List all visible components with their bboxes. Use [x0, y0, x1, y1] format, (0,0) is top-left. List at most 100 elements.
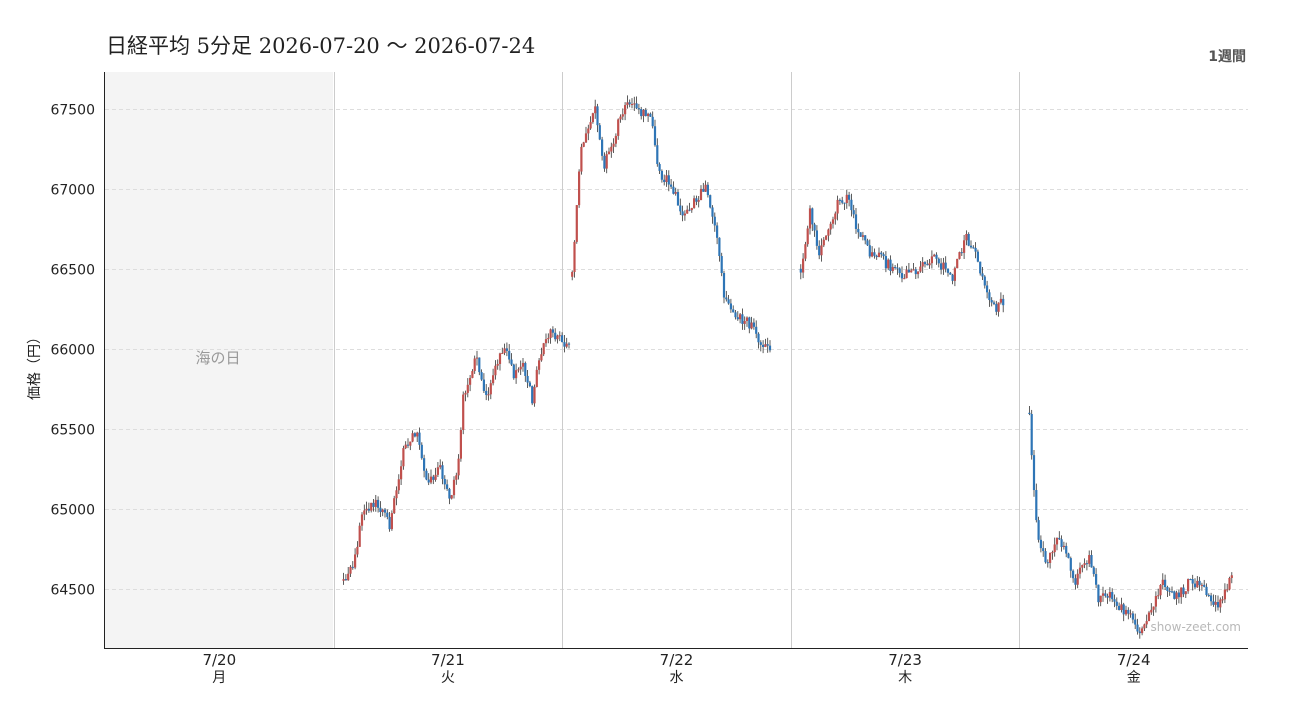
candle [551, 326, 554, 338]
y-axis-label: 価格（円） [27, 330, 43, 400]
candle [429, 469, 433, 485]
candle [578, 169, 581, 208]
candle [1058, 531, 1061, 540]
x-tick-date: 7/20 [202, 651, 236, 669]
candle [889, 255, 892, 276]
x-tick-weekday: 水 [670, 670, 684, 686]
candle [390, 510, 393, 531]
y-tick-labels: 64500 65000 65500 66000 66500 67000 67500 [50, 103, 95, 599]
y-tick-label: 64500 [50, 583, 95, 599]
candle [1150, 603, 1153, 615]
candle [709, 194, 712, 209]
x-tick-weekday: 木 [898, 670, 912, 686]
candle [704, 180, 707, 192]
candle [455, 472, 458, 485]
candle [487, 387, 490, 401]
candle [995, 300, 998, 316]
candle [607, 147, 611, 155]
candle [480, 369, 483, 381]
candle [1118, 602, 1121, 611]
candle [464, 390, 467, 402]
candle [498, 352, 502, 371]
candle [656, 138, 659, 167]
day-separators [334, 72, 1020, 648]
candle [1044, 548, 1047, 564]
candle [861, 231, 864, 241]
candle [928, 258, 931, 269]
candle [827, 228, 830, 242]
candle [462, 391, 465, 435]
candle [757, 332, 760, 349]
candle [363, 504, 366, 521]
candle [690, 207, 693, 213]
candle [383, 508, 387, 518]
candle [526, 370, 529, 389]
candle [1164, 574, 1167, 590]
candle [489, 379, 492, 400]
candle [1099, 595, 1102, 607]
period-button[interactable]: 1週間 [1208, 49, 1246, 65]
candle [940, 258, 943, 275]
candle [702, 182, 705, 192]
candle [1088, 550, 1091, 567]
grid-lines [105, 109, 1248, 590]
candle [729, 298, 732, 313]
candle [492, 368, 495, 386]
candle [558, 331, 561, 342]
candle [986, 280, 989, 299]
candle [347, 566, 350, 581]
candle [540, 347, 543, 362]
candle [1166, 585, 1169, 598]
candle [841, 196, 844, 205]
y-tick-label: 67500 [50, 103, 95, 119]
holiday-label: 海の日 [195, 349, 240, 367]
candle [1092, 565, 1095, 577]
candle [935, 252, 938, 265]
candle [554, 328, 557, 342]
candle [907, 262, 910, 273]
candle [999, 292, 1002, 305]
candle [1168, 587, 1171, 596]
candle [395, 486, 398, 506]
candle [1170, 586, 1174, 594]
candle [519, 360, 522, 375]
candle [736, 311, 739, 321]
candle [1035, 483, 1038, 523]
candle [1214, 595, 1217, 612]
candle [452, 476, 456, 499]
candle [379, 501, 382, 517]
candle [674, 187, 677, 196]
candle [958, 251, 961, 260]
candle [505, 342, 508, 357]
candle [1030, 409, 1033, 460]
candle [434, 467, 437, 482]
candle [367, 502, 370, 513]
candle [683, 210, 686, 221]
candle [1191, 574, 1194, 591]
candle [836, 195, 839, 221]
candle [633, 96, 636, 111]
candle [748, 316, 751, 334]
candle [1039, 535, 1042, 553]
candle [1051, 550, 1054, 560]
candle [425, 468, 428, 481]
candle [919, 260, 922, 273]
candle [949, 271, 952, 275]
candle [875, 254, 878, 260]
candle [1184, 591, 1187, 598]
candle [642, 108, 645, 123]
candle [665, 169, 668, 187]
candle [501, 347, 504, 355]
x-tick-date: 7/21 [431, 651, 465, 669]
candle [933, 253, 936, 257]
candle [716, 222, 719, 245]
candle [852, 204, 855, 219]
candle [1062, 541, 1065, 550]
candle [614, 133, 617, 148]
candle [676, 188, 680, 206]
candle [436, 462, 439, 478]
candle [591, 112, 594, 124]
candle [1205, 583, 1208, 597]
candle [471, 369, 474, 379]
candle [377, 496, 380, 513]
